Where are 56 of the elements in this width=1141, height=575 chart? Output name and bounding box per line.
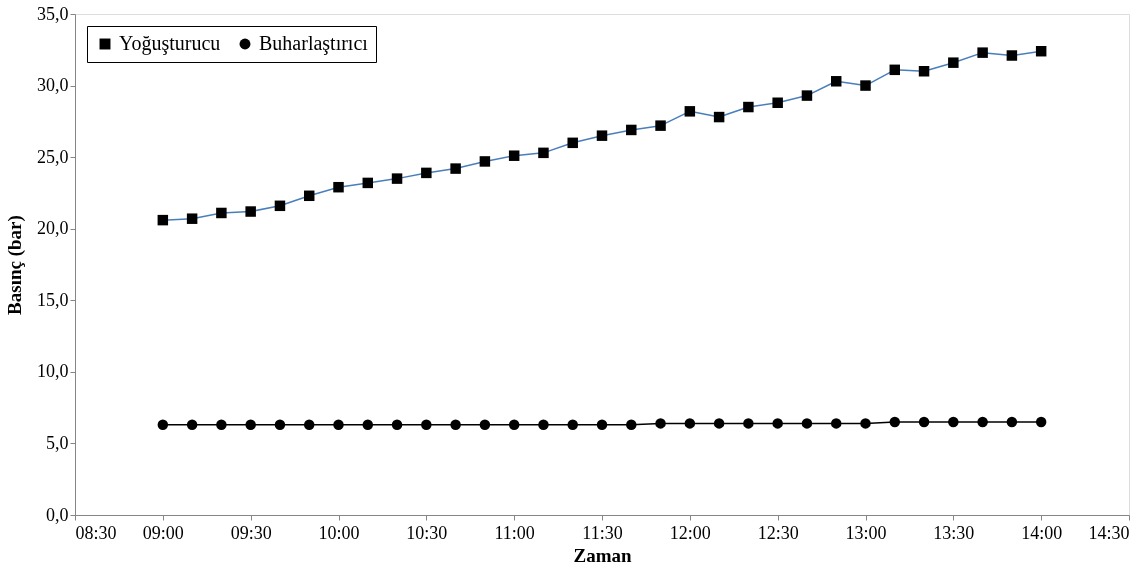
point <box>362 419 374 431</box>
y-tick-label: 35,0 <box>37 3 69 24</box>
legend-label: Yoğuşturucu <box>119 32 221 55</box>
x-tick-label: 10:00 <box>318 522 360 543</box>
point <box>391 419 403 431</box>
x-tick-label: 14:30 <box>1088 522 1130 543</box>
x-tick-label: 09:30 <box>230 522 272 543</box>
x-tick-label: 12:00 <box>669 522 711 543</box>
point <box>1006 416 1018 428</box>
point <box>860 418 871 429</box>
y-tick-label: 0,0 <box>46 504 69 525</box>
point <box>333 419 344 431</box>
legend-label: Buharlaştırıcı <box>259 32 369 55</box>
x-tick-label: 09:00 <box>142 522 184 543</box>
point <box>479 419 491 431</box>
point <box>918 416 930 428</box>
point <box>596 419 608 431</box>
x-tick-label: 11:00 <box>494 522 535 543</box>
x-tick-label: 08:30 <box>75 522 117 543</box>
point <box>801 418 813 429</box>
point <box>977 416 988 428</box>
x-tick-label: 12:30 <box>757 522 799 543</box>
point <box>274 419 286 431</box>
point <box>303 419 315 431</box>
point <box>743 418 754 429</box>
point <box>830 418 842 429</box>
y-tick-label: 25,0 <box>37 146 69 167</box>
point <box>655 418 666 429</box>
y-tick-label: 5,0 <box>46 432 69 453</box>
point <box>216 419 227 431</box>
point <box>245 419 256 431</box>
x-axis-title: Zaman <box>573 544 632 566</box>
point <box>772 418 783 429</box>
point <box>157 419 169 431</box>
point <box>186 419 198 431</box>
point <box>684 418 696 429</box>
y-tick-label: 10,0 <box>37 361 69 382</box>
x-tick-label: 13:00 <box>845 522 887 543</box>
point <box>713 418 725 429</box>
point <box>1035 416 1047 428</box>
point <box>508 419 520 431</box>
y-tick-label: 15,0 <box>37 289 69 310</box>
x-tick-label: 14:00 <box>1021 522 1063 543</box>
point <box>626 419 637 431</box>
y-tick-label: 30,0 <box>37 75 69 96</box>
x-tick-label: 10:30 <box>406 522 448 543</box>
point <box>538 419 549 431</box>
point <box>948 416 959 428</box>
point <box>421 419 432 431</box>
point <box>567 419 578 431</box>
x-tick-label: 13:30 <box>933 522 975 543</box>
y-tick-label: 20,0 <box>37 218 69 239</box>
x-tick-label: 11:30 <box>582 522 623 543</box>
y-axis-title: Basınç (bar) <box>4 215 26 315</box>
point <box>889 416 901 428</box>
point <box>450 419 461 431</box>
